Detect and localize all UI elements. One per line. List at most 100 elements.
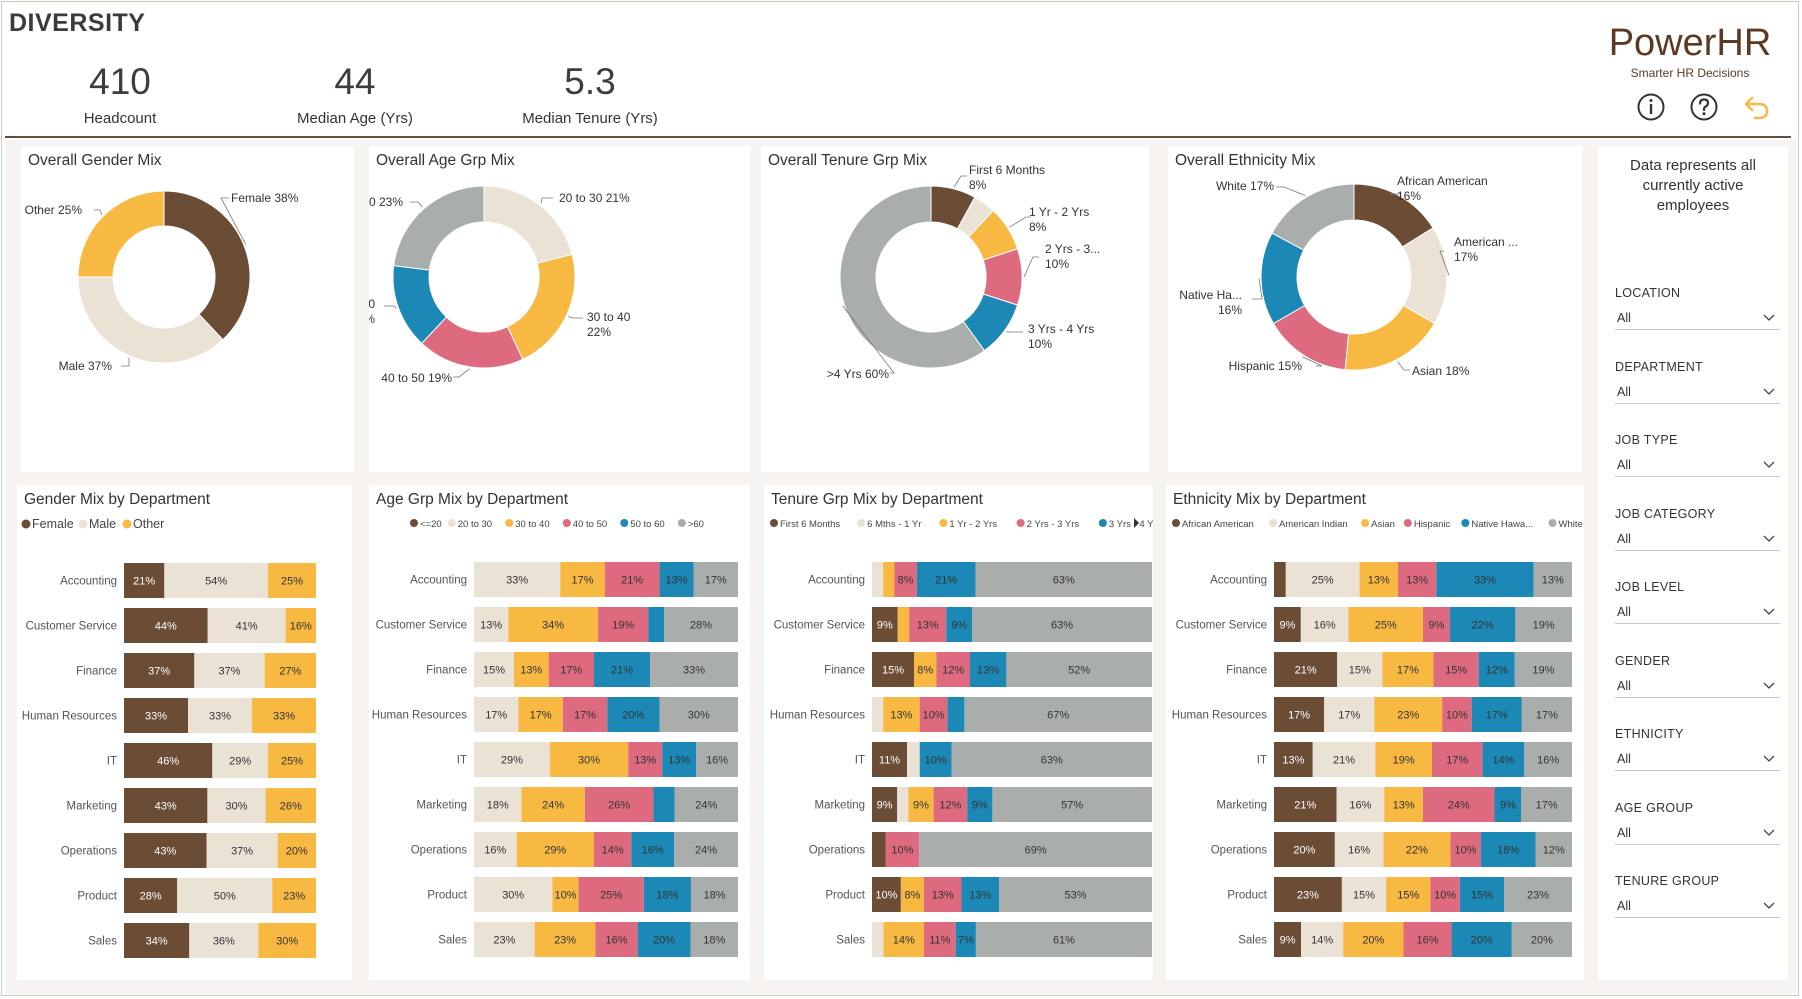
bar-first-6-months[interactable] (872, 787, 898, 822)
bar-20-to-30[interactable] (474, 742, 550, 777)
bar-female[interactable] (124, 923, 190, 958)
bar-hispanic[interactable] (1431, 742, 1483, 777)
bar-2-yrs-3-yrs[interactable] (919, 697, 948, 732)
bar-native-hawaiian[interactable] (1482, 742, 1525, 777)
bar-1-yr-2-yrs[interactable] (900, 877, 924, 912)
bar-3-yrs-4-yrs[interactable] (961, 877, 1000, 912)
bar-hispanic[interactable] (1433, 652, 1479, 687)
bar-1-yr-2-yrs[interactable] (883, 562, 895, 597)
legend-item-hispanic[interactable]: Hispanic (1414, 519, 1451, 530)
bar-4-yrs[interactable] (975, 562, 1152, 597)
bar-asian[interactable] (1386, 877, 1431, 912)
bar-1-yr-2-yrs[interactable] (897, 607, 910, 642)
slicer-dropdown-job-level[interactable]: All (1615, 600, 1780, 624)
bar-african-american[interactable] (1274, 742, 1313, 777)
bar-male[interactable] (164, 563, 268, 598)
bar-other[interactable] (268, 563, 316, 598)
bar-3-yrs-4-yrs[interactable] (955, 922, 976, 957)
bar-hispanic[interactable] (1423, 787, 1495, 822)
legend-item-20[interactable]: <=20 (420, 519, 442, 530)
bar-male[interactable] (194, 653, 265, 688)
bar-hispanic[interactable] (1442, 697, 1472, 732)
bar-60[interactable] (690, 922, 738, 957)
slicer-dropdown-tenure-group[interactable]: All (1615, 894, 1780, 918)
bar-4-yrs[interactable] (972, 607, 1152, 642)
bar-1-yr-2-yrs[interactable] (883, 922, 924, 957)
help-icon[interactable] (1689, 92, 1719, 122)
bar-female[interactable] (124, 878, 178, 913)
bar-female[interactable] (124, 563, 165, 598)
bar-40-to-50[interactable] (594, 832, 632, 867)
bar-30-to-40[interactable] (516, 832, 594, 867)
bar-60[interactable] (674, 832, 738, 867)
bar-20-to-30[interactable] (474, 562, 561, 597)
bar-other[interactable] (264, 653, 316, 688)
bar-african-american[interactable] (1274, 562, 1286, 597)
bar-20-to-30[interactable] (474, 697, 519, 732)
legend-item-other[interactable]: Other (133, 517, 164, 531)
slicer-dropdown-job-type[interactable]: All (1615, 453, 1780, 477)
bar-1-yr-2-yrs[interactable] (914, 652, 937, 687)
bar-native-hawaiian[interactable] (1471, 697, 1522, 732)
bar-30-to-40[interactable] (518, 697, 563, 732)
bar-asian[interactable] (1375, 742, 1432, 777)
bar-40-to-50[interactable] (604, 562, 660, 597)
bar-40-to-50[interactable] (595, 922, 638, 957)
bar-female[interactable] (124, 743, 213, 778)
bar-60[interactable] (696, 742, 738, 777)
bar-30-to-40[interactable] (552, 877, 579, 912)
bar-50-to-60[interactable] (594, 652, 650, 687)
bar-2-yrs-3-yrs[interactable] (885, 832, 920, 867)
bar-40-to-50[interactable] (562, 697, 608, 732)
bar-asian[interactable] (1348, 607, 1424, 642)
bar-50-to-60[interactable] (631, 832, 674, 867)
bar-50-to-60[interactable] (648, 607, 665, 642)
bar-first-6-months[interactable] (872, 742, 907, 777)
bar-3-yrs-4-yrs[interactable] (970, 652, 1007, 687)
bar-60[interactable] (664, 607, 738, 642)
bar-male[interactable] (207, 608, 286, 643)
bar-first-6-months[interactable] (872, 652, 914, 687)
bar-white[interactable] (1511, 922, 1572, 957)
bar-4-yrs[interactable] (964, 697, 1152, 732)
bar-30-to-40[interactable] (514, 652, 549, 687)
bar-african-american[interactable] (1274, 832, 1335, 867)
legend-item-female[interactable]: Female (32, 517, 74, 531)
bar-male[interactable] (207, 788, 266, 823)
bar-asian[interactable] (1374, 697, 1443, 732)
slicer-dropdown-job-category[interactable]: All (1615, 527, 1780, 551)
bar-40-to-50[interactable] (628, 742, 663, 777)
bar-male[interactable] (212, 743, 268, 778)
bar-40-to-50[interactable] (584, 787, 654, 822)
legend-item-male[interactable]: Male (89, 517, 116, 531)
bar-50-to-60[interactable] (607, 697, 660, 732)
bar-40-to-50[interactable] (578, 877, 644, 912)
bar-50-to-60[interactable] (662, 742, 697, 777)
bar-white[interactable] (1535, 832, 1572, 867)
bar-50-to-60[interactable] (659, 562, 694, 597)
legend-item-3-yrs-4-yrs[interactable]: 3 Yrs - 4 Yrs (1109, 519, 1153, 530)
bar-female[interactable] (124, 608, 208, 643)
bar-30-to-40[interactable] (560, 562, 605, 597)
bar-60[interactable] (650, 652, 738, 687)
slice-other[interactable] (77, 190, 165, 278)
bar-female[interactable] (124, 698, 188, 733)
slicer-dropdown-ethnicity[interactable]: All (1615, 747, 1780, 771)
bar-american-indian[interactable] (1336, 787, 1385, 822)
bar-6-mths-1-yr[interactable] (872, 697, 884, 732)
legend-item-native-hawa[interactable]: Native Hawa... (1471, 519, 1533, 530)
bar-3-yrs-4-yrs[interactable] (946, 607, 972, 642)
bar-other[interactable] (252, 698, 316, 733)
bar-20-to-30[interactable] (474, 922, 535, 957)
legend-item-20-to-30[interactable]: 20 to 30 (458, 519, 492, 530)
bar-other[interactable] (272, 878, 316, 913)
bar-male[interactable] (189, 923, 259, 958)
bar-20-to-30[interactable] (474, 787, 522, 822)
bar-asian[interactable] (1384, 787, 1423, 822)
bar-1-yr-2-yrs[interactable] (883, 697, 920, 732)
bar-african-american[interactable] (1274, 787, 1337, 822)
bar-hispanic[interactable] (1450, 832, 1481, 867)
bar-american-indian[interactable] (1301, 922, 1344, 957)
legend-item-white[interactable]: White (1559, 519, 1583, 530)
bar-30-to-40[interactable] (549, 742, 629, 777)
